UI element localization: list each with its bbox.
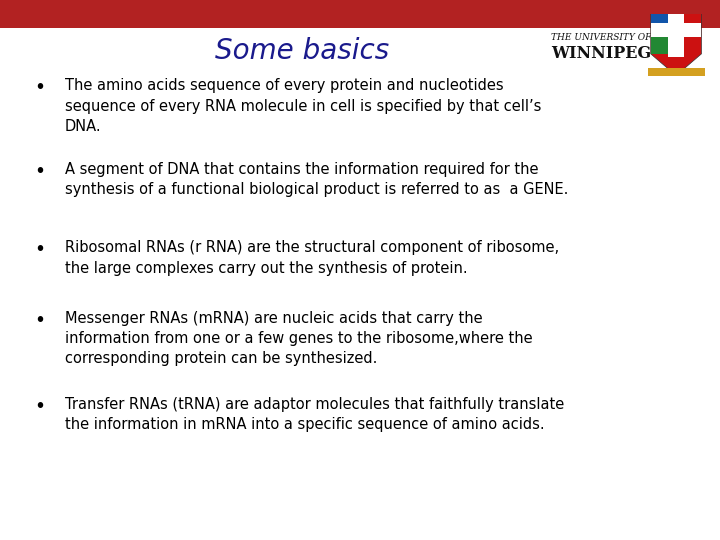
Text: •: •: [34, 162, 45, 181]
Text: The amino acids sequence of every protein and nucleotides
sequence of every RNA : The amino acids sequence of every protei…: [65, 78, 541, 134]
Text: Some basics: Some basics: [215, 37, 390, 65]
Bar: [647, 68, 705, 77]
Polygon shape: [684, 14, 701, 23]
Text: Ribosomal RNAs (r RNA) are the structural component of ribosome,
the large compl: Ribosomal RNAs (r RNA) are the structura…: [65, 240, 559, 276]
Text: A segment of DNA that contains the information required for the
synthesis of a f: A segment of DNA that contains the infor…: [65, 162, 568, 198]
Text: Messenger RNAs (mRNA) are nucleic acids that carry the
information from one or a: Messenger RNAs (mRNA) are nucleic acids …: [65, 310, 532, 366]
Polygon shape: [651, 14, 701, 76]
Text: THE UNIVERSITY OF: THE UNIVERSITY OF: [551, 33, 651, 42]
Text: Transfer RNAs (tRNA) are adaptor molecules that faithfully translate
the informa: Transfer RNAs (tRNA) are adaptor molecul…: [65, 397, 564, 433]
Bar: [651, 23, 701, 37]
Text: •: •: [34, 240, 45, 259]
Text: •: •: [34, 310, 45, 329]
Text: •: •: [34, 397, 45, 416]
Polygon shape: [651, 14, 668, 23]
Bar: [668, 14, 684, 57]
Text: •: •: [34, 78, 45, 97]
Polygon shape: [651, 37, 668, 54]
Bar: [0, 0, 720, 28]
Text: WINNIPEG: WINNIPEG: [551, 45, 651, 63]
